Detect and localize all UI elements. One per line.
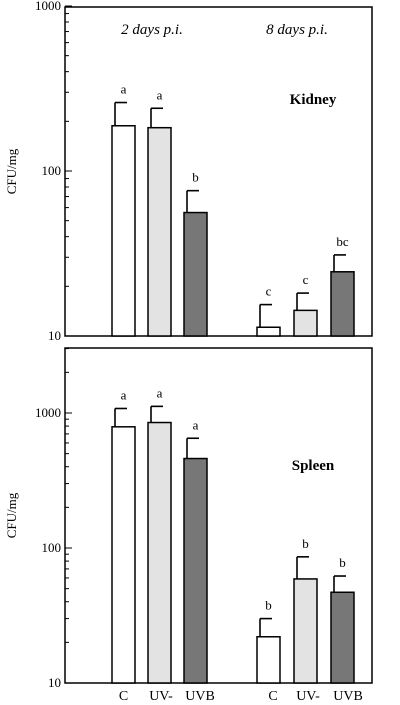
category-label: UV- — [296, 689, 320, 704]
significance-letter: b — [192, 170, 199, 185]
panel-label: Spleen — [292, 458, 335, 474]
bar-c — [256, 326, 281, 337]
bar-c — [111, 426, 136, 684]
significance-letter: b — [339, 555, 346, 570]
y-axis-label: CFU/mg — [4, 148, 19, 194]
period-label: 2 days p.i. — [121, 22, 183, 38]
category-label: UVB — [185, 689, 215, 704]
bar-c — [111, 125, 136, 337]
y-tick-label: 1000 — [35, 405, 61, 420]
bar-uvb — [183, 211, 208, 337]
category-label: C — [119, 689, 128, 704]
y-tick-label: 100 — [42, 540, 62, 555]
bar-uv — [293, 309, 318, 337]
significance-letter: b — [265, 598, 272, 613]
category-labels: C UV- UVB C UV- UVB — [119, 689, 363, 704]
panel-label: Kidney — [290, 92, 337, 108]
bar-uv — [293, 578, 318, 684]
significance-letter: a — [121, 82, 127, 97]
significance-letter: bc — [336, 234, 349, 249]
significance-letter: a — [121, 387, 127, 402]
significance-letter: a — [157, 87, 163, 102]
category-label: C — [268, 689, 277, 704]
significance-letter: c — [303, 272, 309, 287]
bar-uv — [147, 126, 172, 337]
category-label: UVB — [333, 689, 363, 704]
significance-letter: c — [266, 284, 272, 299]
category-label: UV- — [149, 689, 173, 704]
bar-uvb — [330, 591, 355, 684]
y-tick-label: 10 — [48, 328, 61, 343]
significance-letter: a — [157, 385, 163, 400]
y-tick-label: 10 — [48, 675, 61, 690]
bar-uvb — [330, 271, 355, 337]
spleen-panel: 10 100 1000 CFU/mg a a a b b b Spleen — [4, 347, 373, 690]
period-label: 8 days p.i. — [266, 22, 328, 38]
plot-frame — [64, 6, 373, 337]
bar-uvb — [183, 457, 208, 684]
plot-frame — [64, 347, 373, 684]
y-tick-label: 1000 — [35, 0, 61, 13]
y-tick-label: 100 — [42, 163, 62, 178]
bar-c — [256, 636, 281, 684]
bar-uv — [147, 421, 172, 684]
y-axis-label: CFU/mg — [4, 492, 19, 538]
significance-letter: b — [302, 536, 309, 551]
significance-letter: a — [193, 417, 199, 432]
